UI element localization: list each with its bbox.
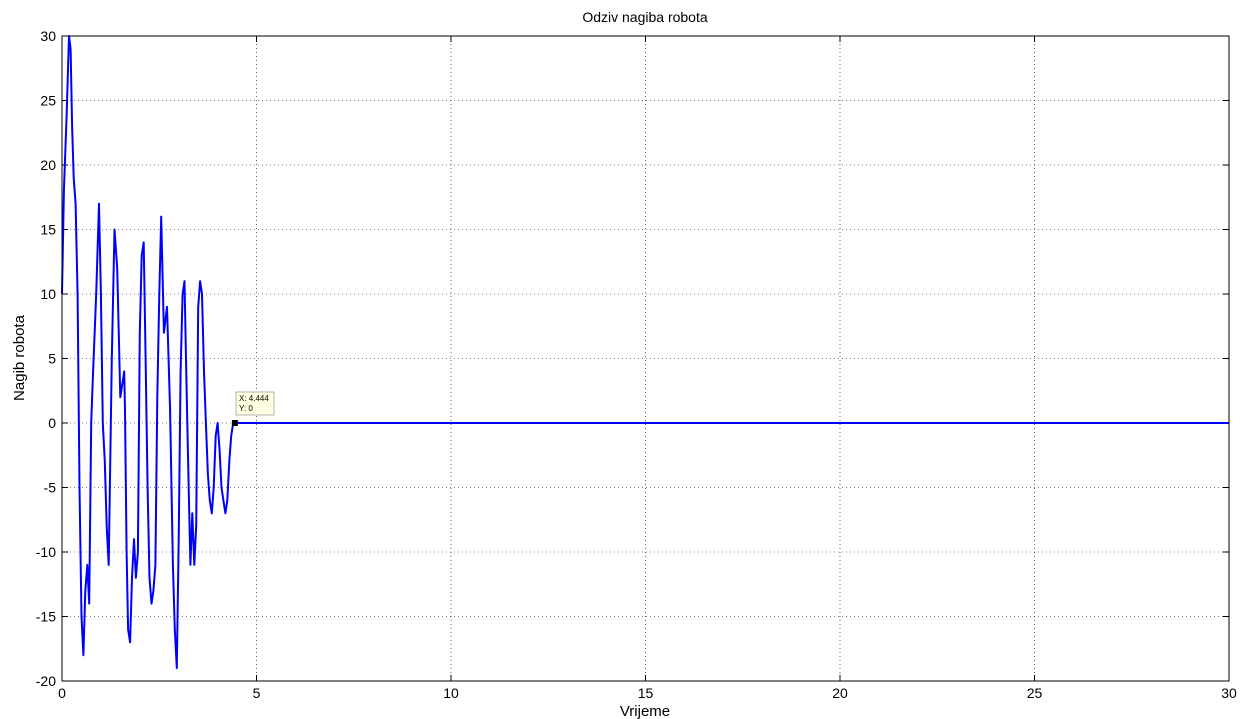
- y-tick-label: 10: [40, 286, 56, 302]
- y-tick-label: -10: [36, 544, 56, 560]
- datatip-x-text: X: 4.444: [239, 394, 269, 403]
- datatip-box[interactable]: [235, 391, 275, 416]
- y-tick-label: -15: [36, 609, 56, 625]
- datatip-marker[interactable]: [231, 420, 238, 426]
- x-tick-label: 15: [638, 685, 654, 701]
- datatip[interactable]: X: 4.444 Y: 0: [231, 391, 275, 426]
- series-layer: [61, 35, 1229, 670]
- x-tick-label: 30: [1221, 685, 1237, 701]
- y-tick-label: 25: [40, 93, 56, 109]
- y-tick-label: 30: [40, 28, 56, 44]
- x-axis-title: Vrijeme: [620, 703, 670, 719]
- series-line: [61, 35, 1229, 670]
- x-tick-label: 25: [1027, 685, 1043, 701]
- datatip-y-text: Y: 0: [239, 404, 253, 413]
- y-tick-label: 0: [48, 415, 56, 431]
- y-tick-label: 20: [40, 157, 56, 173]
- x-tick-label: 0: [58, 685, 66, 701]
- x-tick-label: 20: [832, 685, 848, 701]
- y-axis-title: Nagib robota: [11, 314, 28, 401]
- y-tick-label: 5: [48, 351, 56, 367]
- chart-title: Odziv nagiba robota: [582, 9, 708, 25]
- y-tick-label: 15: [40, 222, 56, 238]
- y-tick-label: -20: [36, 673, 56, 689]
- plot-frame: [61, 35, 1230, 682]
- x-tick-label: 5: [253, 685, 261, 701]
- x-tick-label: 10: [443, 685, 459, 701]
- y-tick-label: -5: [44, 480, 57, 496]
